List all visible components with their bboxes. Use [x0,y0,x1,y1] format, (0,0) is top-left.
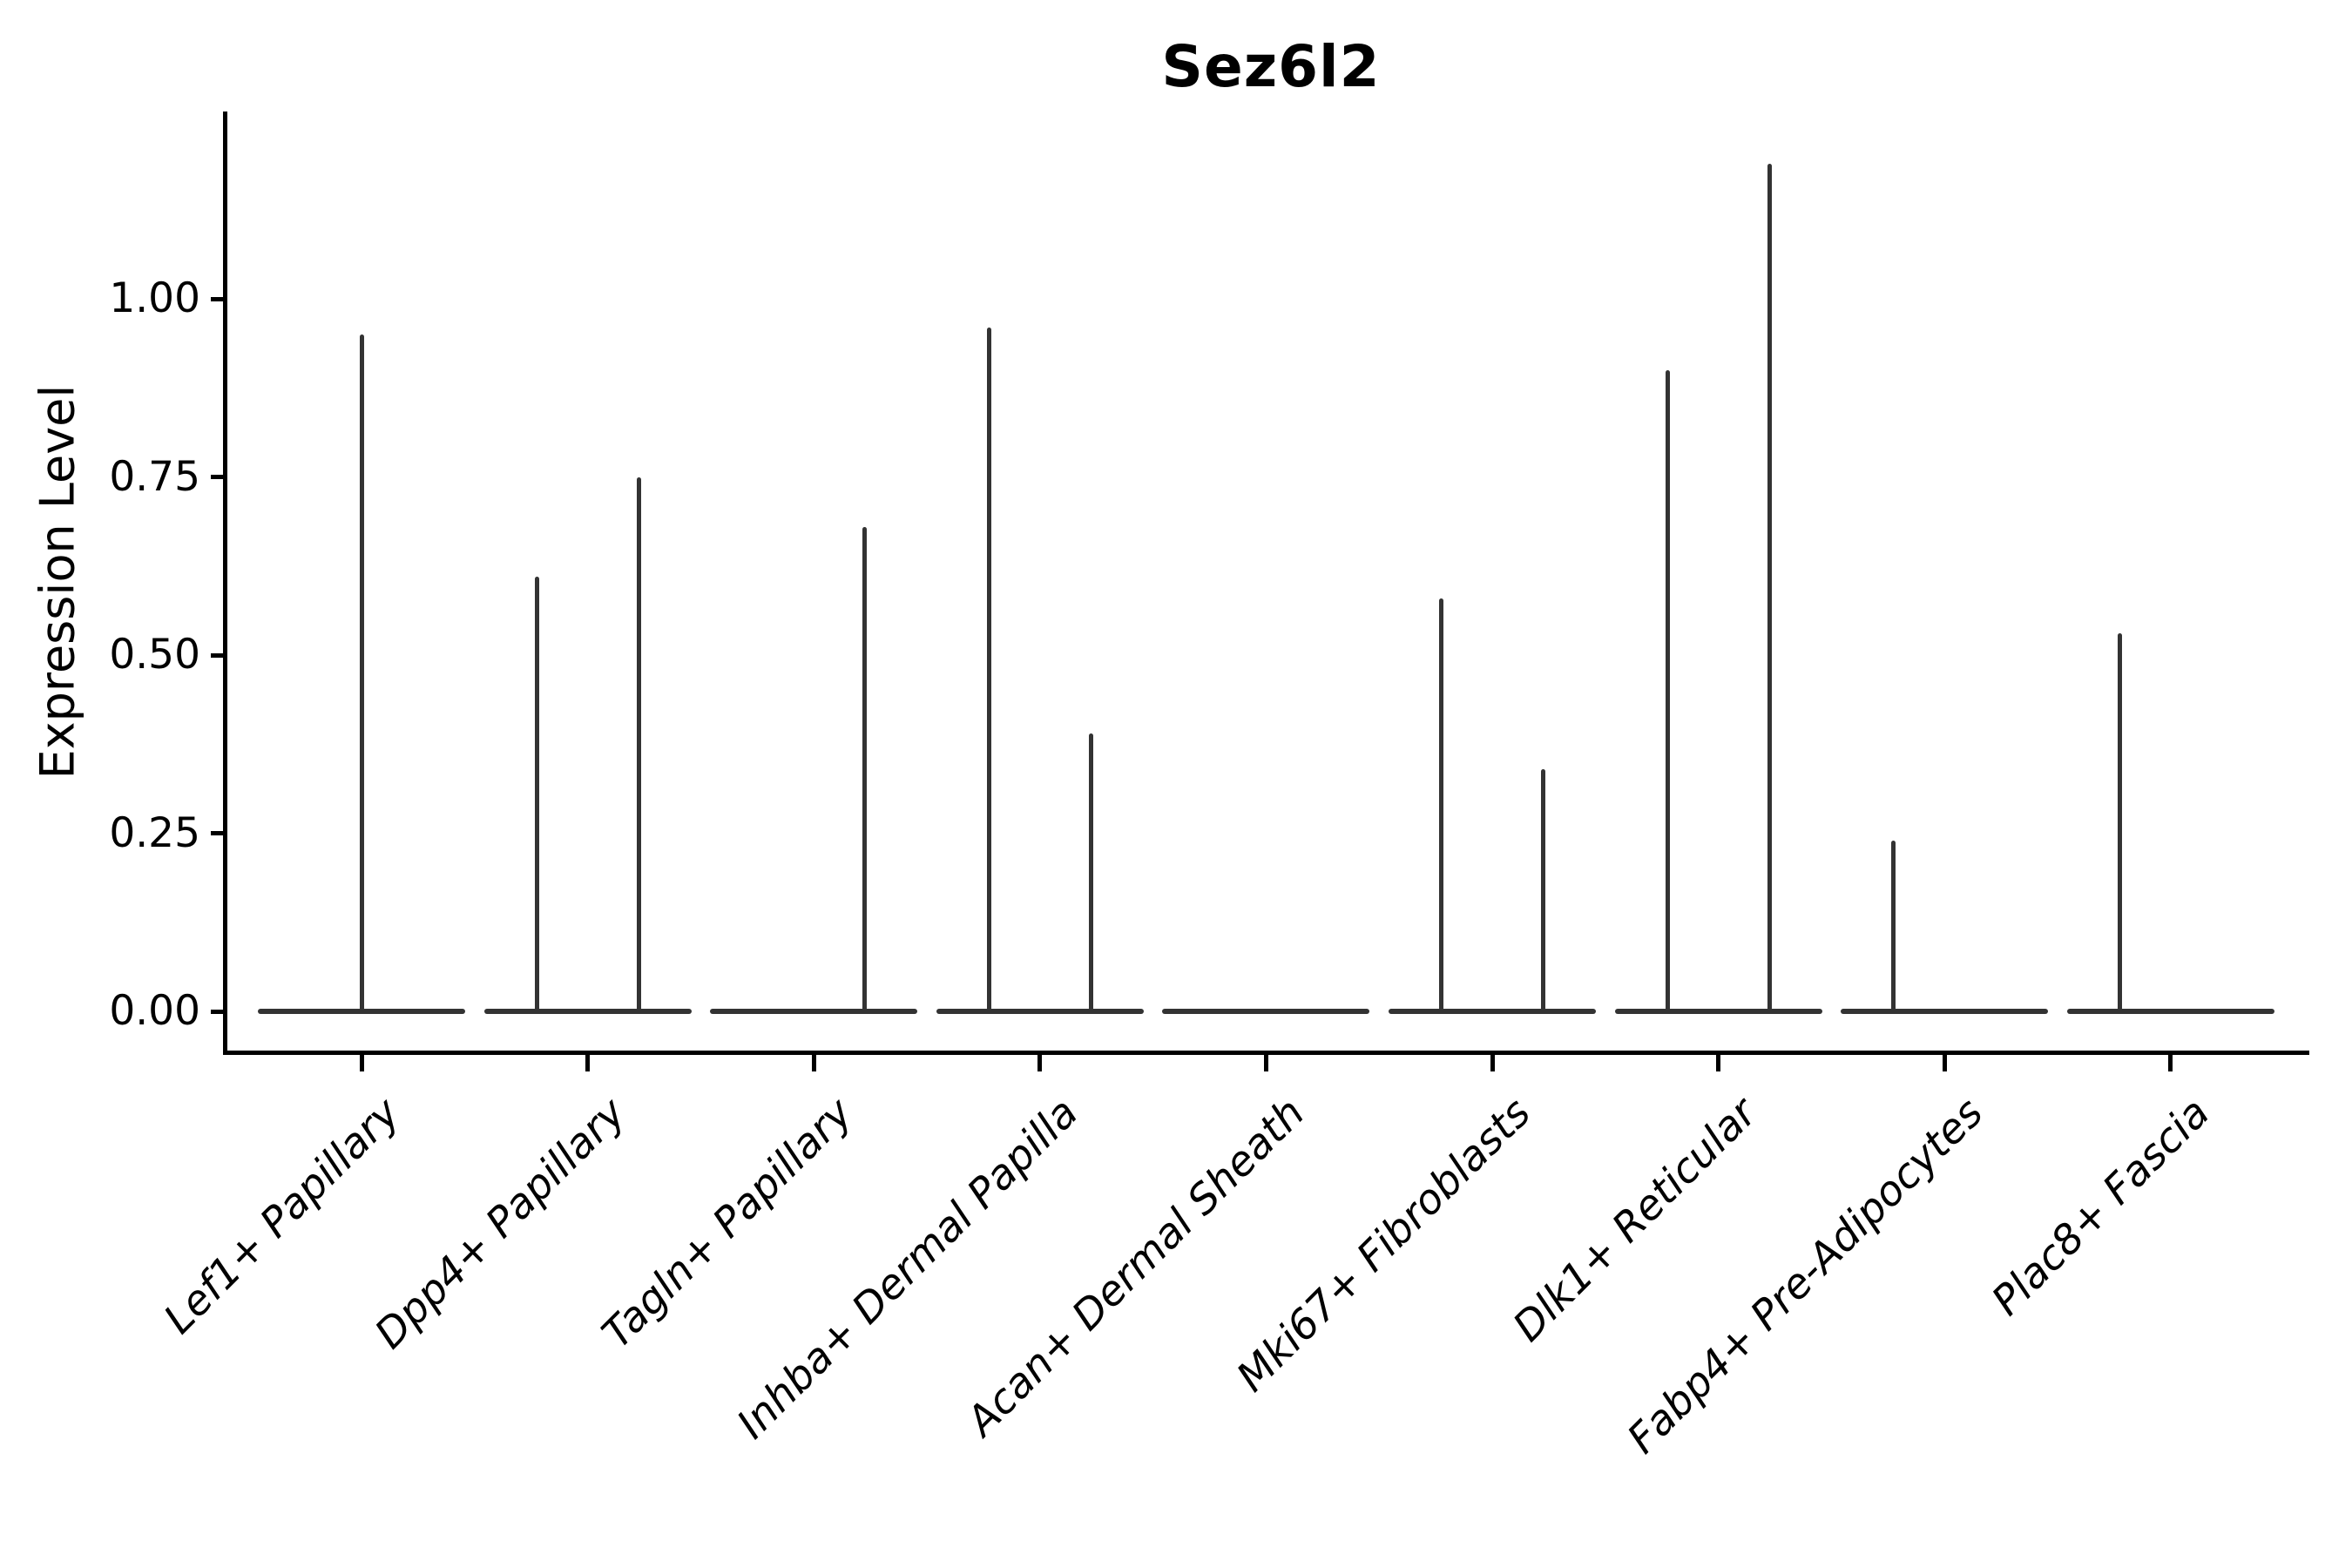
x-tick-label-2: Dpp4+ Papillary [366,1089,636,1359]
violin-spike-4-left [986,327,991,1011]
violin-base-8 [1841,1009,2049,1014]
violin-spike-4-right [1088,733,1093,1011]
x-tick [1716,1055,1721,1071]
violin-base-1 [258,1009,465,1014]
x-tick [359,1055,364,1071]
x-tick [1037,1055,1043,1071]
violin-base-5 [1162,1009,1370,1014]
violin-spike-2-left [534,577,539,1011]
x-tick-label-1: Lef1+ Papillary [154,1089,409,1344]
violin-base-4 [936,1009,1144,1014]
y-tick-label: 0.75 [109,452,200,501]
violin-base-7 [1614,1009,1822,1014]
violin-base-6 [1389,1009,1596,1014]
x-tick [2168,1055,2173,1071]
violin-base-2 [483,1009,692,1014]
x-tick-label-3: Tagln+ Papillary [592,1089,862,1358]
violin-spike-3-right [862,526,868,1011]
violin-spike-1-center [359,334,364,1011]
y-tick [211,296,225,301]
chart-title: Sez6l2 [1161,33,1381,100]
violin-spike-9-left [2117,633,2122,1011]
x-tick-label-9: Plac8+ Fascia [1982,1089,2219,1326]
x-tick [585,1055,591,1071]
y-axis-label: Expression Level [30,384,85,780]
violin-spike-7-right [1767,163,1772,1011]
violin-spike-7-left [1665,369,1670,1011]
y-tick-label: 0.50 [109,631,200,679]
y-tick [211,652,225,658]
x-tick-label-7: Dlk1+ Reticular [1504,1089,1767,1351]
violin-spike-6-left [1439,598,1443,1011]
violin-spike-6-right [1541,768,1545,1011]
x-tick [811,1055,816,1071]
x-tick [1490,1055,1495,1071]
y-tick-label: 0.25 [109,808,200,857]
y-tick [211,831,225,835]
y-axis-spine [223,112,227,1055]
x-tick [1263,1055,1268,1071]
y-tick-label: 1.00 [109,274,200,322]
y-tick [211,1009,225,1014]
violin-spike-2-right [636,476,641,1011]
violin-base-9 [2066,1009,2274,1014]
x-axis-spine [223,1051,2309,1055]
y-tick-label: 0.00 [109,987,200,1035]
violin-base-3 [710,1009,918,1014]
x-tick [1942,1055,1947,1071]
y-tick [211,475,225,479]
violin-spike-8-left [1891,840,1896,1011]
